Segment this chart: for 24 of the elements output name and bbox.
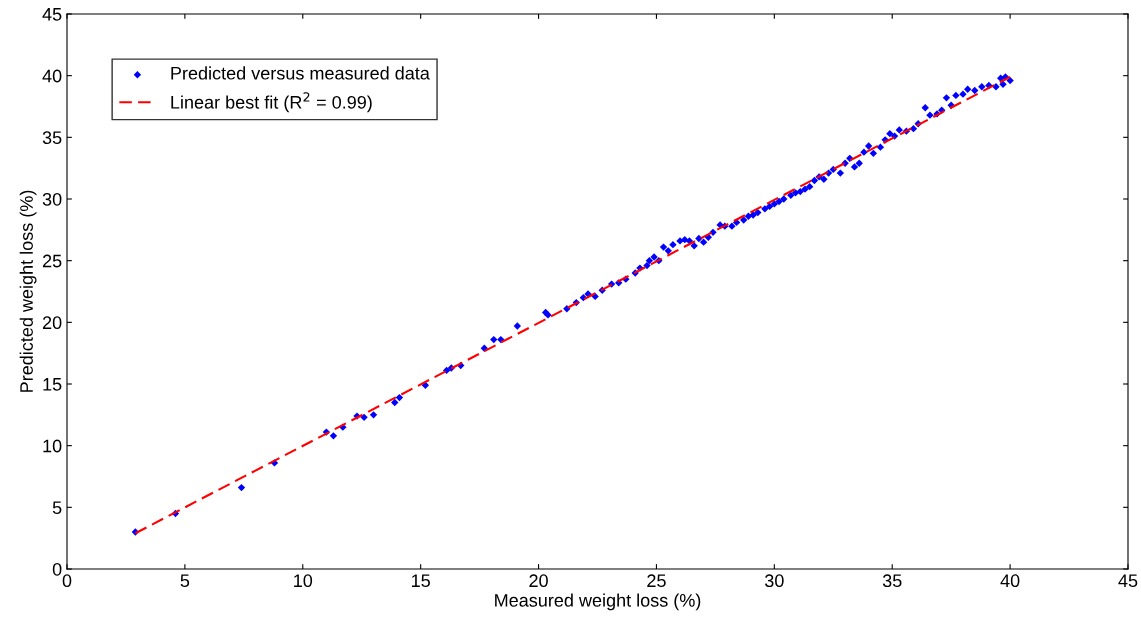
y-tick-label: 15 bbox=[43, 378, 62, 391]
x-tick-label: 10 bbox=[294, 574, 313, 588]
y-tick-label: 10 bbox=[43, 439, 62, 453]
x-tick-label: 40 bbox=[1000, 574, 1020, 588]
x-axis-title: Measured weight loss (%) bbox=[495, 593, 701, 611]
x-tick-label: 35 bbox=[882, 574, 902, 588]
legend-label: Linear best fit (R$^{2}$ = 0.99) bbox=[171, 92, 372, 113]
x-tick-label: 30 bbox=[764, 574, 784, 588]
y-tick-label: 30 bbox=[42, 192, 62, 206]
y-tick-label: 40 bbox=[42, 69, 62, 83]
y-tick-label: 45 bbox=[42, 8, 62, 21]
y-tick-label: 25 bbox=[42, 254, 62, 268]
x-tick-label: 15 bbox=[412, 574, 430, 588]
x-tick-label: 25 bbox=[647, 574, 666, 588]
x-tick-label: 0 bbox=[62, 574, 72, 588]
x-tick-label: 45 bbox=[1118, 574, 1138, 588]
x-tick-label: 20 bbox=[529, 574, 548, 588]
y-tick-label: 0 bbox=[52, 562, 62, 576]
x-tick-label: 5 bbox=[180, 574, 190, 588]
y-tick-label: 35 bbox=[42, 131, 62, 145]
y-tick-label: 5 bbox=[52, 501, 62, 515]
y-axis-title: Predicted weight loss (%) bbox=[19, 190, 37, 392]
legend-label: Predicted versus measured data bbox=[171, 66, 430, 80]
y-tick-label: 20 bbox=[42, 316, 62, 330]
